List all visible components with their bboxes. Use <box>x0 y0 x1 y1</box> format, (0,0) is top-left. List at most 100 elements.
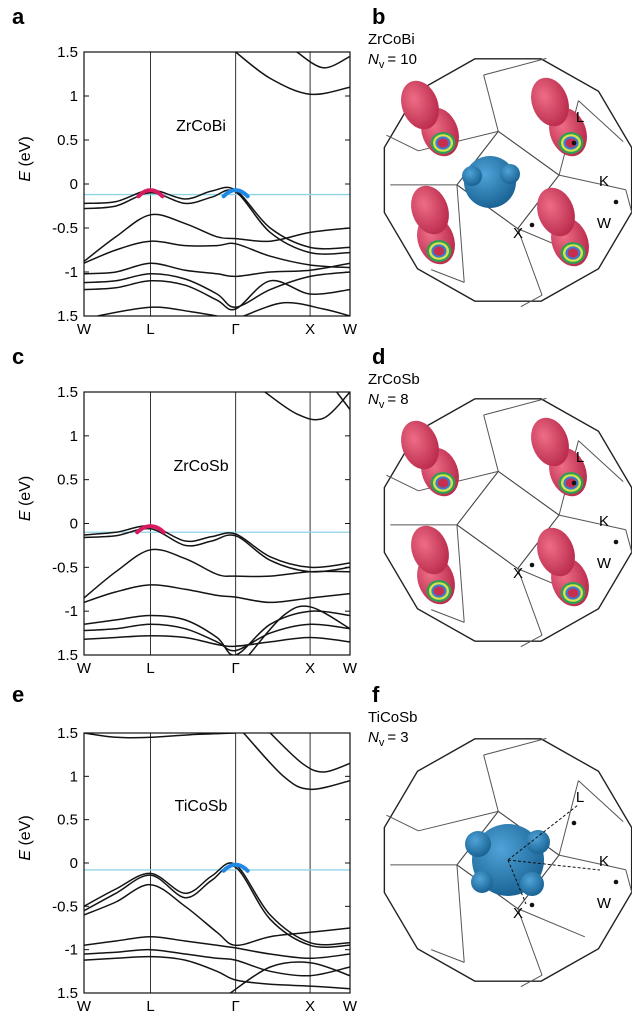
y-tick-label: 0 <box>70 176 78 193</box>
x-tick-label: W <box>343 321 358 338</box>
hole-pocket-blue <box>471 871 493 893</box>
compound-label: ZrCoBi <box>368 31 415 48</box>
k-point-label: L <box>576 449 584 466</box>
k-point-label: X <box>513 565 523 582</box>
hole-pocket-red <box>401 420 439 470</box>
hole-pocket-blue <box>520 872 544 896</box>
bz-edge <box>483 397 547 416</box>
band-curve <box>84 527 350 573</box>
gamma-valley-highlight <box>221 188 250 199</box>
band-curve <box>269 733 350 773</box>
pocket-core <box>433 246 445 256</box>
y-axis-title: E (eV) <box>17 476 34 521</box>
band-curve <box>84 548 350 599</box>
valley-degeneracy: Nv = 3 <box>368 729 409 749</box>
L-valley-highlight <box>135 524 166 535</box>
band-curves <box>84 52 350 316</box>
y-tick-label: 1.5 <box>57 44 78 61</box>
bz-outline <box>383 398 632 642</box>
bz-edge <box>483 74 499 132</box>
y-tick-label: -1 <box>65 603 78 620</box>
band-curve <box>84 610 350 655</box>
x-tick-label: Γ <box>231 660 239 677</box>
bz-edge <box>483 737 547 756</box>
bz-outline <box>383 58 632 302</box>
x-tick-label: W <box>343 998 358 1015</box>
band-curves <box>84 733 350 993</box>
L-valley-highlight <box>136 188 165 199</box>
compound-label: ZrCoBi <box>176 118 226 135</box>
bz-edge <box>386 814 419 832</box>
pocket-core <box>437 138 449 148</box>
hole-pocket-blue <box>500 164 520 184</box>
panel-letter: e <box>12 682 24 707</box>
band-curves <box>84 392 350 655</box>
hole-pocket-blue <box>465 831 491 857</box>
y-tick-label: -1 <box>65 942 78 959</box>
band-curve <box>84 865 350 948</box>
bz-outline <box>383 738 632 982</box>
hole-pocket-red <box>537 187 575 237</box>
band-curve <box>84 279 350 311</box>
hole-pocket-blue <box>462 166 482 186</box>
bz-edge <box>431 269 465 283</box>
band-curve <box>84 733 236 739</box>
band-curve <box>229 961 350 993</box>
compound-label: TiCoSb <box>175 798 228 815</box>
bz-edge <box>517 228 543 296</box>
bz-edge <box>578 440 624 482</box>
x-tick-label: L <box>146 321 154 338</box>
k-point-label: X <box>513 225 523 242</box>
bz-edge <box>520 974 543 988</box>
y-tick-label: 1.5 <box>57 308 78 325</box>
hole-pocket-red <box>411 525 449 575</box>
pocket-core <box>567 588 579 598</box>
x-tick-label: Γ <box>231 998 239 1015</box>
x-tick-label: W <box>343 660 358 677</box>
band-curve <box>84 955 350 990</box>
bz-edge <box>431 949 465 963</box>
high-symmetry-point <box>571 820 577 826</box>
y-tick-label: 1 <box>70 88 78 105</box>
band-curve <box>243 301 350 316</box>
bz-edge <box>520 634 543 648</box>
panel-letter: a <box>12 4 25 29</box>
band-curve <box>296 52 350 69</box>
high-symmetry-dashed-line <box>507 859 527 905</box>
pocket-core <box>433 586 445 596</box>
band-curve <box>84 262 350 278</box>
bz-edge <box>578 780 624 822</box>
x-tick-label: W <box>77 321 92 338</box>
bz-edge <box>418 810 499 832</box>
band-panel-a: a 1.5 1 0.5 0 -0.5 -1 1.5 E (eV) W L Γ X W ZrCoBi <box>12 4 358 338</box>
bz-edge <box>558 174 626 191</box>
y-tick-label: 1.5 <box>57 647 78 664</box>
y-axis-title: E (eV) <box>17 136 34 181</box>
bz-edge <box>456 524 465 623</box>
band-curve <box>84 883 350 947</box>
y-tick-label: 1 <box>70 428 78 445</box>
y-tick-label: -1 <box>65 264 78 281</box>
x-tick-label: X <box>305 660 315 677</box>
bz-edge <box>517 908 585 938</box>
band-curve <box>264 392 350 421</box>
valley-degeneracy: Nv = 8 <box>368 391 409 411</box>
pocket-core <box>565 478 577 488</box>
band-curve <box>84 271 350 308</box>
panel-letter: b <box>372 4 385 29</box>
bz-edge <box>386 134 419 152</box>
high-symmetry-point <box>529 902 535 908</box>
band-panel-e: e 1.5 1 0.5 0 -0.5 -1 1.5 E (eV) W L Γ X W TiCoSb <box>12 682 358 1015</box>
k-point-label: L <box>576 109 584 126</box>
band-panel-c: c 1.5 1 0.5 0 -0.5 -1 1.5 E (eV) W L Γ X W ZrCoSb <box>12 344 358 677</box>
brillouin-panel-d: d ZrCoSb Nv = 8 L K X W <box>368 344 632 648</box>
k-point-label: K <box>599 173 609 190</box>
k-point-label: W <box>597 555 612 572</box>
bz-edge <box>558 854 626 871</box>
hole-pocket-red <box>537 527 575 577</box>
band-curve <box>84 935 350 960</box>
compound-label: ZrCoSb <box>173 458 228 475</box>
band-curve <box>336 392 350 410</box>
band-curve <box>248 605 350 655</box>
pocket-core <box>565 138 577 148</box>
